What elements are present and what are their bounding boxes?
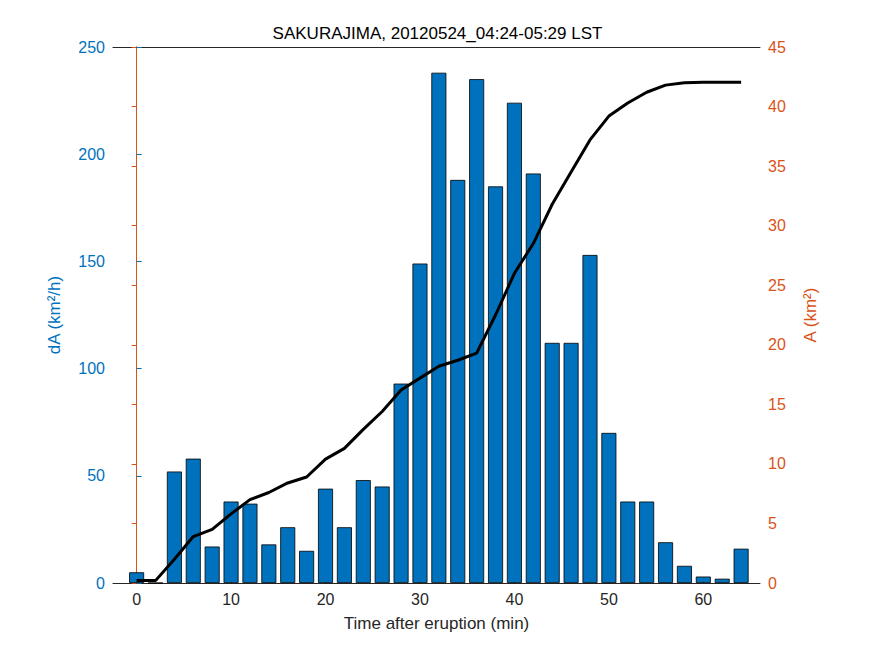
svg-text:45: 45 <box>768 39 786 56</box>
svg-text:150: 150 <box>78 253 105 270</box>
svg-text:30: 30 <box>768 217 786 234</box>
svg-text:200: 200 <box>78 146 105 163</box>
svg-text:10: 10 <box>222 591 240 608</box>
svg-text:A (km²): A (km²) <box>801 288 820 343</box>
svg-text:30: 30 <box>411 591 429 608</box>
svg-text:dA (km²/h): dA (km²/h) <box>45 276 64 354</box>
svg-text:0: 0 <box>768 575 777 592</box>
svg-text:10: 10 <box>768 455 786 472</box>
svg-text:50: 50 <box>87 467 105 484</box>
svg-text:250: 250 <box>78 39 105 56</box>
svg-text:40: 40 <box>506 591 524 608</box>
svg-text:15: 15 <box>768 396 786 413</box>
svg-text:0: 0 <box>132 591 141 608</box>
svg-text:25: 25 <box>768 277 786 294</box>
svg-text:0: 0 <box>96 575 105 592</box>
svg-text:50: 50 <box>600 591 618 608</box>
svg-text:SAKURAJIMA, 20120524_04:24-05:: SAKURAJIMA, 20120524_04:24-05:29 LST <box>273 24 603 43</box>
svg-text:20: 20 <box>768 336 786 353</box>
svg-text:40: 40 <box>768 98 786 115</box>
svg-text:60: 60 <box>694 591 712 608</box>
svg-text:20: 20 <box>317 591 335 608</box>
svg-text:5: 5 <box>768 515 777 532</box>
svg-text:Time after eruption (min): Time after eruption (min) <box>344 614 529 633</box>
svg-text:35: 35 <box>768 158 786 175</box>
svg-text:100: 100 <box>78 360 105 377</box>
